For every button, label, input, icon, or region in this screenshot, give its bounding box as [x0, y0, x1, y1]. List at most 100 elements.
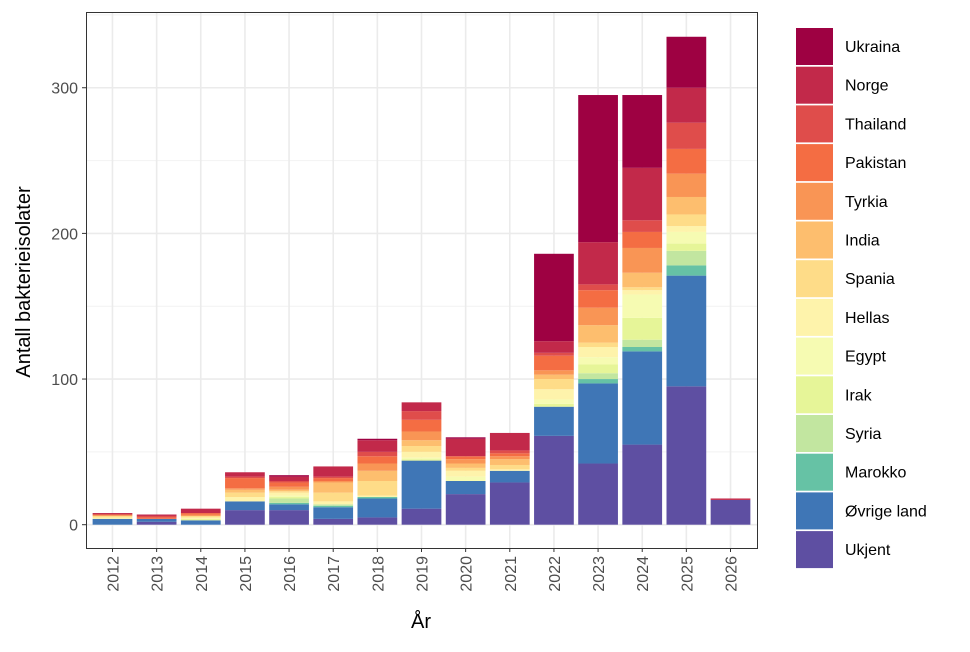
legend-swatch	[796, 28, 833, 65]
x-tick-label: 2020	[459, 556, 476, 592]
bar-segment-Tyrkia	[445, 459, 486, 464]
bar-segment-Spania	[357, 481, 398, 496]
bar-segment-Norge	[534, 341, 574, 353]
bar-segment-Tyrkia	[401, 431, 442, 441]
bar-segment-Ukjent	[269, 510, 309, 525]
bar-segment-Spania	[92, 515, 133, 518]
bar-segment-Hellas	[313, 501, 354, 505]
bar-segment-India	[225, 489, 265, 493]
bar-segment-Tyrkia	[225, 488, 265, 490]
legend-item-Thailand: Thailand	[796, 105, 906, 143]
bar-segment-Egypt	[445, 476, 486, 481]
bar-segment-Øvrige land	[666, 275, 707, 387]
bar-segment-India	[269, 489, 309, 492]
bars	[92, 36, 751, 525]
bar-segment-Thailand	[313, 476, 354, 479]
legend-swatch	[796, 453, 833, 491]
bar-segment-Norge	[269, 476, 309, 481]
bar-segment-Spania	[534, 379, 574, 390]
bar-segment-Irak	[180, 518, 221, 521]
bar-segment-Norge	[92, 513, 133, 515]
bar-segment-Egypt	[666, 231, 707, 244]
bar-segment-Hellas	[269, 492, 309, 496]
bar-segment-Øvrige land	[578, 383, 618, 464]
x-tick-label: 2023	[591, 556, 608, 592]
bar-segment-Ukjent	[313, 518, 354, 525]
bar-segment-Spania	[578, 342, 618, 347]
legend-swatch	[796, 260, 833, 298]
bar-segment-Norge	[710, 498, 751, 500]
bar-segment-Øvrige land	[313, 507, 354, 519]
bar-segment-Egypt	[578, 357, 618, 365]
legend-swatch	[796, 415, 833, 452]
bar-segment-Spania	[666, 214, 707, 227]
bar-segment-Pakistan	[445, 456, 486, 460]
bar-2025	[666, 36, 707, 525]
bar-segment-Norge	[489, 432, 530, 451]
bar-segment-Syria	[666, 250, 707, 266]
bar-segment-Hellas	[666, 226, 707, 232]
legend-item-Ukraina: Ukraina	[796, 28, 900, 65]
bar-segment-Tyrkia	[313, 481, 354, 483]
bar-segment-Marokko	[357, 497, 398, 499]
bar-segment-Thailand	[489, 450, 530, 454]
bar-segment-Irak	[269, 497, 309, 499]
bar-segment-Ukjent	[136, 521, 177, 525]
legend-swatch	[796, 492, 833, 530]
bar-segment-Norge	[578, 242, 618, 285]
legend: Ukraina Norge Thailand Pakistan Tyrkia India S…	[796, 28, 927, 569]
x-axis: 2012 2013 2014 2015 2016 2017 2018 2019 2020 2021…	[105, 548, 741, 592]
bar-segment-Pakistan	[136, 517, 177, 519]
y-tick-label: 300	[51, 81, 78, 98]
bar-segment-Marokko	[313, 505, 354, 508]
bar-segment-Thailand	[401, 411, 442, 420]
bar-segment-Syria	[622, 339, 663, 347]
legend-item-Egypt: Egypt	[796, 337, 886, 375]
legend-label: Thailand	[845, 116, 906, 133]
bar-segment-Syria	[313, 504, 354, 506]
legend-label: Egypt	[845, 349, 886, 366]
bar-segment-Norge	[225, 472, 265, 477]
bar-segment-Hellas	[534, 389, 574, 400]
bar-segment-Pakistan	[401, 419, 442, 432]
bar-segment-Pakistan	[180, 513, 221, 515]
bar-2020	[445, 437, 486, 525]
bar-segment-Pakistan	[534, 355, 574, 371]
bar-segment-Øvrige land	[489, 470, 530, 483]
legend-swatch	[796, 531, 833, 569]
legend-item-India: India	[796, 221, 880, 259]
bar-segment-Ukraina	[269, 475, 309, 477]
legend-label: Norge	[845, 78, 889, 95]
legend-label: Øvrige land	[845, 503, 927, 520]
bar-segment-Syria	[269, 498, 309, 503]
bar-segment-India	[666, 196, 707, 215]
legend-item-Norge: Norge	[796, 66, 889, 104]
bar-segment-Spania	[180, 515, 221, 518]
legend-item-Irak: Irak	[796, 376, 873, 414]
legend-label: India	[845, 233, 880, 250]
legend-label: Syria	[845, 426, 882, 443]
bar-segment-Hellas	[489, 469, 530, 471]
bar-segment-Irak	[622, 317, 663, 340]
bar-segment-Egypt	[622, 294, 663, 318]
bar-segment-Ukraina	[357, 438, 398, 441]
bar-segment-Hellas	[622, 290, 663, 295]
bar-segment-Tyrkia	[92, 514, 133, 516]
x-tick-label: 2012	[105, 556, 122, 592]
bar-2013	[136, 514, 177, 525]
bar-segment-Ukjent	[445, 494, 486, 525]
bar-segment-Tyrkia	[666, 173, 707, 197]
bar-2024	[622, 95, 663, 525]
legend-item-Ukjent: Ukjent	[796, 531, 891, 569]
bar-2016	[269, 475, 309, 525]
bar-segment-India	[489, 459, 530, 465]
legend-item-Hellas: Hellas	[796, 298, 889, 336]
bar-segment-Ukraina	[666, 36, 707, 88]
bar-segment-Pakistan	[357, 456, 398, 464]
x-tick-label: 2021	[503, 556, 520, 592]
bar-segment-Øvrige land	[269, 504, 309, 511]
bar-segment-Norge	[622, 167, 663, 221]
bar-segment-Marokko	[269, 502, 309, 505]
bar-segment-Hellas	[180, 517, 221, 519]
bar-segment-India	[357, 470, 398, 481]
